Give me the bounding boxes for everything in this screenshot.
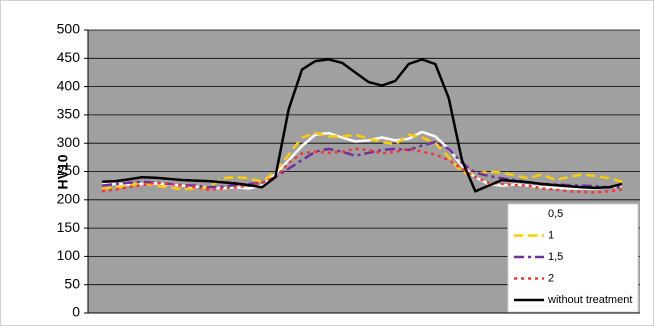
series-line xyxy=(101,131,623,191)
y-tick-label: 300 xyxy=(57,134,81,150)
y-tick-label: 150 xyxy=(57,219,81,235)
y-axis-label: HV10 xyxy=(55,154,71,189)
legend-label: 1,5 xyxy=(548,251,563,263)
y-tick-label: 200 xyxy=(57,191,81,207)
legend-label: 1 xyxy=(548,229,554,241)
y-tick-label: 400 xyxy=(57,77,81,93)
y-tick-label: 0 xyxy=(72,304,80,320)
series-line xyxy=(101,58,623,193)
legend-label: 0,5 xyxy=(548,208,563,220)
legend: 0,5 1 1,5 2 without treatment xyxy=(507,203,639,313)
legend-label: without treatment xyxy=(547,294,632,306)
y-tick-label: 250 xyxy=(57,162,81,178)
y-tick-label: 100 xyxy=(57,247,81,263)
y-tick-label: 350 xyxy=(57,106,81,122)
legend-label: 2 xyxy=(548,272,554,284)
y-tick-label: 500 xyxy=(57,21,81,37)
y-tick-label: 450 xyxy=(57,49,81,65)
y-tick-label: 50 xyxy=(64,275,80,291)
